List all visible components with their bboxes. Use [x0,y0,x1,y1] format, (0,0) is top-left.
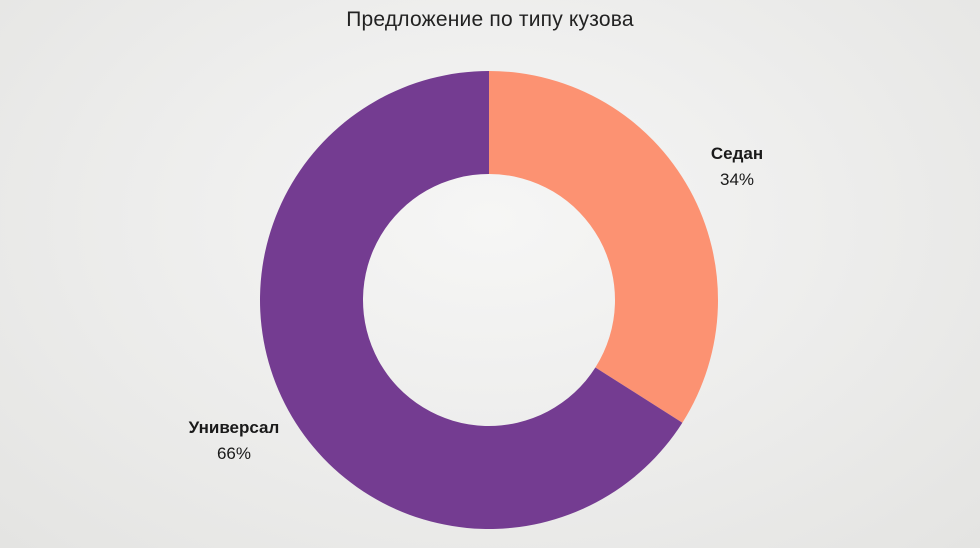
chart-title: Предложение по типу кузова [346,8,634,31]
slice-name-sedan: Седан [710,144,764,163]
slice-percent-universal: 66% [216,444,252,463]
slice-label-universal: Универсал 66% [189,415,280,467]
slice-label-sedan: Седан 34% [711,141,763,193]
slice-sedan [489,71,719,423]
slice-name-universal: Универсал [188,418,280,437]
slice-universal [259,71,683,529]
slice-percent-sedan: 34% [719,170,755,189]
